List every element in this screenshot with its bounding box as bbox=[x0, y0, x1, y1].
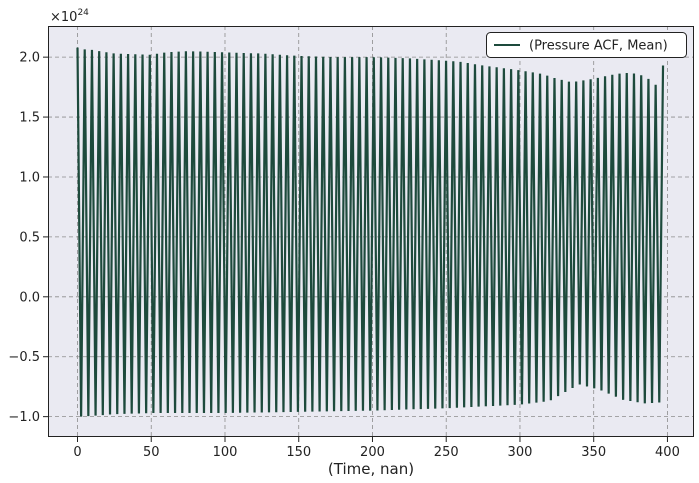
y-tick-label: 1.0 bbox=[19, 170, 40, 185]
y-tick-label: −1.0 bbox=[8, 410, 40, 425]
series-line-0 bbox=[76, 47, 665, 417]
y-tick-label: 0.0 bbox=[19, 290, 40, 305]
x-tick-label: 300 bbox=[508, 445, 533, 460]
x-axis-label: (Time, nan) bbox=[328, 460, 414, 478]
plot-frame bbox=[48, 26, 694, 437]
y-tick-label: 0.5 bbox=[19, 230, 40, 245]
y-tick-label: 1.5 bbox=[19, 111, 40, 126]
x-tick-label: 350 bbox=[581, 445, 606, 460]
x-tick-label: 200 bbox=[360, 445, 385, 460]
y-offset-exponent: 24 bbox=[77, 8, 89, 18]
x-tick-label: 0 bbox=[73, 445, 81, 460]
legend-label-series-0: (Pressure ACF, Mean) bbox=[529, 39, 668, 54]
data-layer bbox=[76, 47, 665, 417]
y-offset-label: ×1024 bbox=[50, 8, 89, 25]
x-tick-label: 100 bbox=[213, 445, 238, 460]
x-tick-label: 50 bbox=[143, 445, 160, 460]
legend: (Pressure ACF, Mean) bbox=[486, 32, 687, 58]
x-tick-label: 400 bbox=[655, 445, 680, 460]
x-tick-label: 150 bbox=[286, 445, 311, 460]
legend-box bbox=[486, 32, 687, 58]
y-offset-base: ×10 bbox=[50, 10, 77, 25]
x-tick-label: 250 bbox=[434, 445, 459, 460]
y-tick-label: 2.0 bbox=[19, 51, 40, 66]
ticks: 0 50 100 150 200 250 300 350 400 −1.0 −0.5 0.0 0.5 1.… bbox=[8, 51, 679, 460]
y-tick-label: −0.5 bbox=[8, 350, 40, 365]
